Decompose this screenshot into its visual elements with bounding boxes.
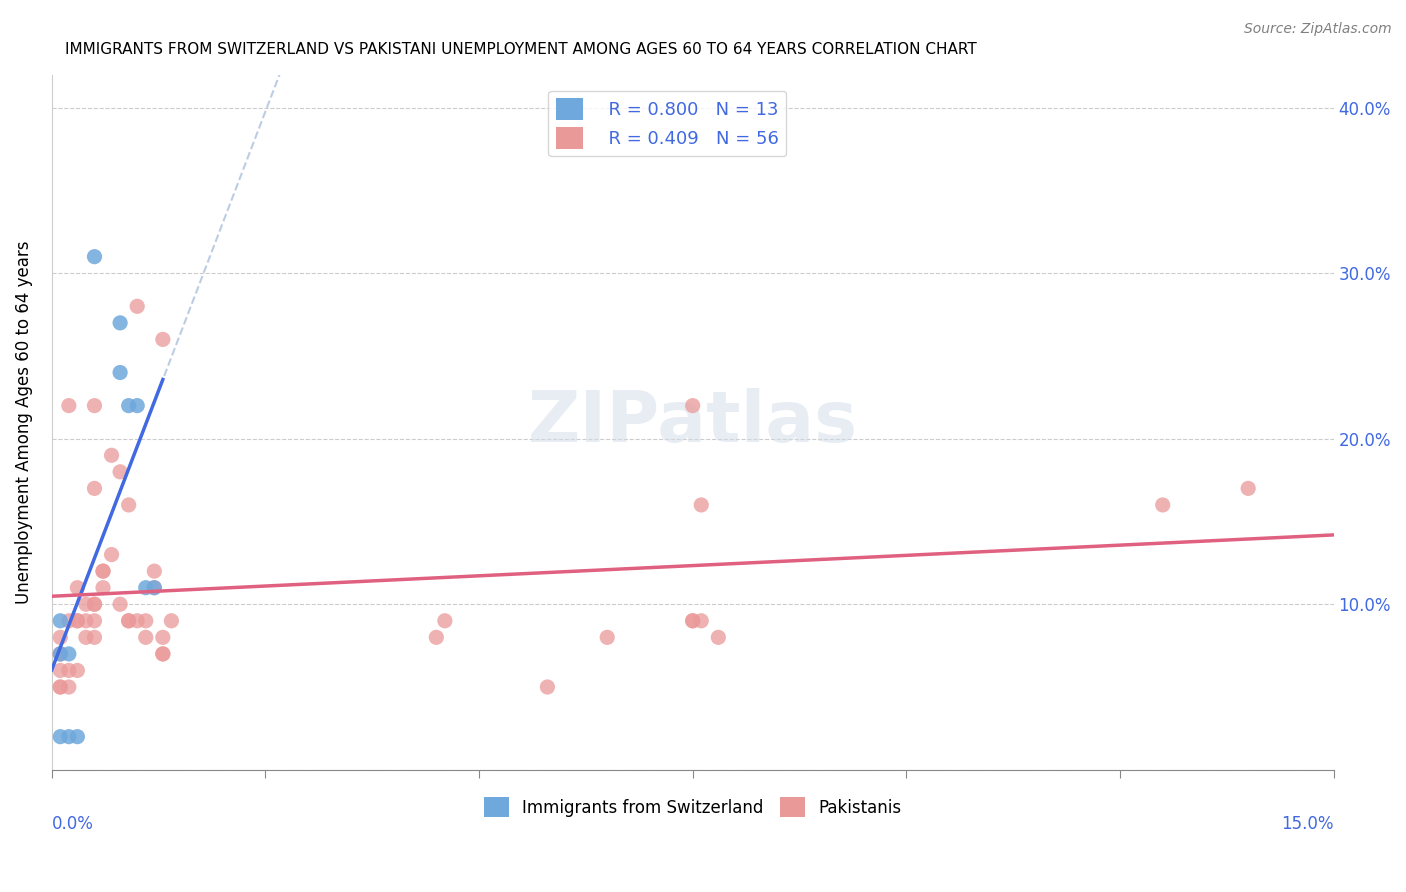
Point [690, 614, 713, 628]
Point [49, 647, 72, 661]
Point [83, 482, 105, 496]
Legend: Immigrants from Switzerland, Pakistanis: Immigrants from Switzerland, Pakistanis [477, 790, 908, 824]
Point [108, 366, 131, 380]
Point [690, 498, 713, 512]
Point [433, 614, 456, 628]
Point [66, 614, 89, 628]
Point [118, 614, 141, 628]
Point [127, 614, 149, 628]
Point [91, 564, 114, 578]
Point [83, 399, 105, 413]
Point [83, 614, 105, 628]
Point [152, 647, 174, 661]
Point [49, 730, 72, 744]
Point [135, 581, 157, 595]
Point [1152, 498, 1174, 512]
Text: IMMIGRANTS FROM SWITZERLAND VS PAKISTANI UNEMPLOYMENT AMONG AGES 60 TO 64 YEARS : IMMIGRANTS FROM SWITZERLAND VS PAKISTANI… [65, 42, 976, 57]
Point [58, 399, 80, 413]
Point [66, 664, 89, 678]
Point [135, 614, 157, 628]
Point [58, 647, 80, 661]
Text: ZIPatlas: ZIPatlas [527, 388, 858, 457]
Point [58, 614, 80, 628]
Point [152, 647, 174, 661]
Point [75, 631, 97, 645]
Point [49, 664, 72, 678]
Point [49, 647, 72, 661]
Point [536, 680, 558, 694]
Point [49, 680, 72, 694]
Point [160, 614, 183, 628]
Point [108, 465, 131, 479]
Point [49, 614, 72, 628]
Point [127, 399, 149, 413]
Point [49, 680, 72, 694]
Point [596, 631, 619, 645]
Point [425, 631, 447, 645]
Point [83, 631, 105, 645]
Point [58, 664, 80, 678]
Point [66, 581, 89, 595]
Point [118, 614, 141, 628]
Point [66, 614, 89, 628]
Point [152, 333, 174, 347]
Point [108, 597, 131, 611]
Point [682, 614, 704, 628]
Point [66, 730, 89, 744]
Point [135, 631, 157, 645]
Point [143, 564, 166, 578]
Point [58, 730, 80, 744]
Point [118, 399, 141, 413]
Point [682, 399, 704, 413]
Point [127, 299, 149, 313]
Point [49, 647, 72, 661]
Text: Source: ZipAtlas.com: Source: ZipAtlas.com [1244, 22, 1392, 37]
Point [707, 631, 730, 645]
Point [682, 614, 704, 628]
Point [83, 597, 105, 611]
Point [143, 581, 166, 595]
Point [75, 597, 97, 611]
Point [75, 614, 97, 628]
Point [91, 564, 114, 578]
Point [152, 631, 174, 645]
Point [83, 250, 105, 264]
Point [100, 548, 122, 562]
Point [83, 597, 105, 611]
Point [1237, 482, 1260, 496]
Point [58, 680, 80, 694]
Point [49, 631, 72, 645]
Point [91, 581, 114, 595]
Text: 0.0%: 0.0% [52, 815, 94, 833]
Point [143, 581, 166, 595]
Point [108, 316, 131, 330]
Point [100, 448, 122, 462]
Point [118, 498, 141, 512]
Text: 15.0%: 15.0% [1281, 815, 1334, 833]
Y-axis label: Unemployment Among Ages 60 to 64 years: Unemployment Among Ages 60 to 64 years [15, 241, 32, 604]
